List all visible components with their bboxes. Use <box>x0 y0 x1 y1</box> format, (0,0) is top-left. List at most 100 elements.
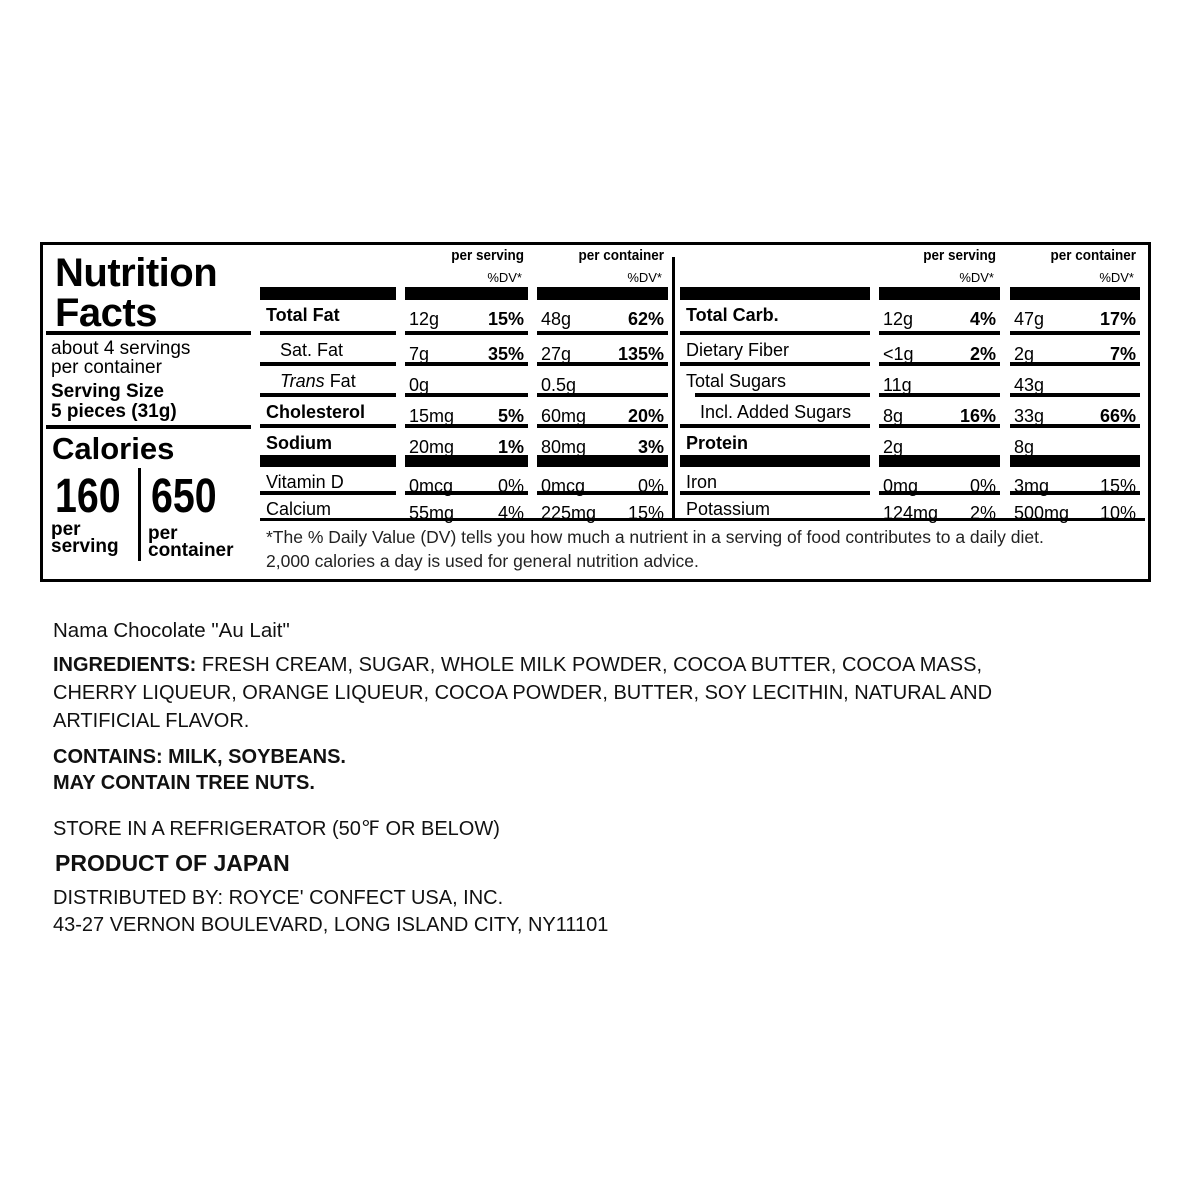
nutrient-label: Sodium <box>266 433 332 453</box>
row-divider <box>405 331 528 335</box>
header-per-serving: per serving <box>451 247 524 264</box>
amount-per-container: 225mg <box>541 503 597 523</box>
thick-bar <box>680 455 870 467</box>
amount-per-container: 0.5g <box>541 375 577 395</box>
dv-per-container: 3% <box>637 437 664 457</box>
row-divider <box>537 331 668 335</box>
thick-bar <box>537 455 668 467</box>
may-contain: MAY CONTAIN TREE NUTS. <box>53 772 315 794</box>
dv-per-serving: 16% <box>959 406 996 426</box>
amount-per-serving: 124mg <box>883 503 939 523</box>
header-dv: %DV* <box>1099 270 1134 285</box>
thick-bar <box>405 455 528 467</box>
amount-per-serving: <1g <box>883 344 914 364</box>
row-divider <box>879 393 1000 397</box>
dv-per-container: 10% <box>1099 503 1136 523</box>
title-line2: Facts <box>55 291 158 335</box>
row-divider <box>405 424 528 428</box>
thick-bar <box>260 455 396 467</box>
divider <box>46 425 251 429</box>
amount-per-container: 80mg <box>541 437 587 457</box>
header-dv: %DV* <box>487 270 522 285</box>
row-divider <box>680 424 870 428</box>
dv-per-serving: 4% <box>969 309 996 329</box>
row-divider <box>1010 424 1140 428</box>
nutrient-label: Sat. Fat <box>280 340 344 360</box>
amount-per-container: 3mg <box>1014 476 1050 496</box>
dv-per-container: 15% <box>1099 476 1136 496</box>
amount-per-serving: 0mg <box>883 476 919 496</box>
nutrient-label: Total Sugars <box>686 371 787 391</box>
dv-per-serving: 2% <box>969 503 996 523</box>
amount-per-container: 8g <box>1014 437 1035 457</box>
amount-per-container: 27g <box>541 344 572 364</box>
serving-size-value: 5 pieces (31g) <box>51 401 177 422</box>
dv-per-serving: 0% <box>969 476 996 496</box>
amount-per-serving: 2g <box>883 437 904 457</box>
dv-per-container: 0% <box>637 476 664 496</box>
per-serving-label-1: per <box>51 519 81 540</box>
per-serving-label-2: serving <box>51 536 119 557</box>
dv-per-container: 7% <box>1109 344 1136 364</box>
distributor-line2: 43-27 VERNON BOULEVARD, LONG ISLAND CITY… <box>53 914 609 936</box>
thick-bar <box>879 455 1000 467</box>
row-divider <box>680 362 870 366</box>
per-container-label: per container <box>148 523 234 560</box>
thick-bar <box>879 287 1000 300</box>
row-divider <box>1010 393 1140 397</box>
calories-per-container: 650 <box>151 470 217 523</box>
dv-per-serving: 0% <box>497 476 524 496</box>
dv-per-container: 20% <box>627 406 664 426</box>
amount-per-serving: 7g <box>409 344 430 364</box>
row-divider <box>680 491 870 495</box>
amount-per-serving: 12g <box>883 309 914 329</box>
footnote-divider <box>260 518 1145 521</box>
amount-per-container: 2g <box>1014 344 1035 364</box>
calories-label: Calories <box>52 431 175 466</box>
dv-per-serving: 5% <box>497 406 524 426</box>
row-divider <box>537 393 668 397</box>
title-line1: Nutrition <box>55 251 218 295</box>
footnote-line1: *The % Daily Value (DV) tells you how mu… <box>266 527 1044 547</box>
ingredients-line2: CHERRY LIQUEUR, ORANGE LIQUEUR, COCOA PO… <box>53 682 993 704</box>
amount-per-serving: 8g <box>883 406 904 426</box>
thick-bar <box>680 287 870 300</box>
dv-per-container: 66% <box>1099 406 1136 426</box>
dv-per-serving: 15% <box>487 309 524 329</box>
per-serving-label: per serving <box>51 519 119 557</box>
dv-per-container: 62% <box>627 309 664 329</box>
footnote-line2: 2,000 calories a day is used for general… <box>266 551 699 571</box>
ingredients-text: FRESH CREAM, SUGAR, WHOLE MILK POWDER, C… <box>196 654 982 676</box>
nutrient-label: Protein <box>686 433 749 453</box>
amount-per-container: 500mg <box>1014 503 1070 523</box>
amount-per-serving: 0mcg <box>409 476 454 496</box>
row-divider <box>260 331 396 335</box>
per-container-label-1: per <box>148 523 178 544</box>
row-divider <box>405 393 528 397</box>
row-divider <box>537 424 668 428</box>
dv-per-serving: 35% <box>487 344 524 364</box>
dv-per-container: 17% <box>1099 309 1136 329</box>
calories-per-serving: 160 <box>55 470 121 523</box>
row-divider <box>260 393 396 397</box>
row-divider <box>537 491 668 495</box>
row-divider <box>537 362 668 366</box>
header-per-serving: per serving <box>923 247 996 264</box>
header-dv: %DV* <box>627 270 662 285</box>
contains-allergens: CONTAINS: MILK, SOYBEANS. <box>53 746 346 768</box>
serving-size-label: Serving Size <box>51 381 164 402</box>
amount-per-serving: 15mg <box>409 406 455 426</box>
amount-per-serving: 0g <box>409 375 430 395</box>
ingredients-line1: INGREDIENTS: FRESH CREAM, SUGAR, WHOLE M… <box>53 651 982 679</box>
header-dv: %DV* <box>959 270 994 285</box>
nutrient-label-rest: Fat <box>324 371 356 391</box>
dv-per-serving: 4% <box>497 503 524 523</box>
row-divider <box>260 362 396 366</box>
row-divider <box>1010 362 1140 366</box>
thick-bar <box>405 287 528 300</box>
nutrient-label: Vitamin D <box>266 472 344 492</box>
row-divider <box>405 362 528 366</box>
row-divider <box>260 424 396 428</box>
nutrient-label-italic: Trans <box>280 371 325 391</box>
amount-per-serving: 11g <box>883 375 912 395</box>
